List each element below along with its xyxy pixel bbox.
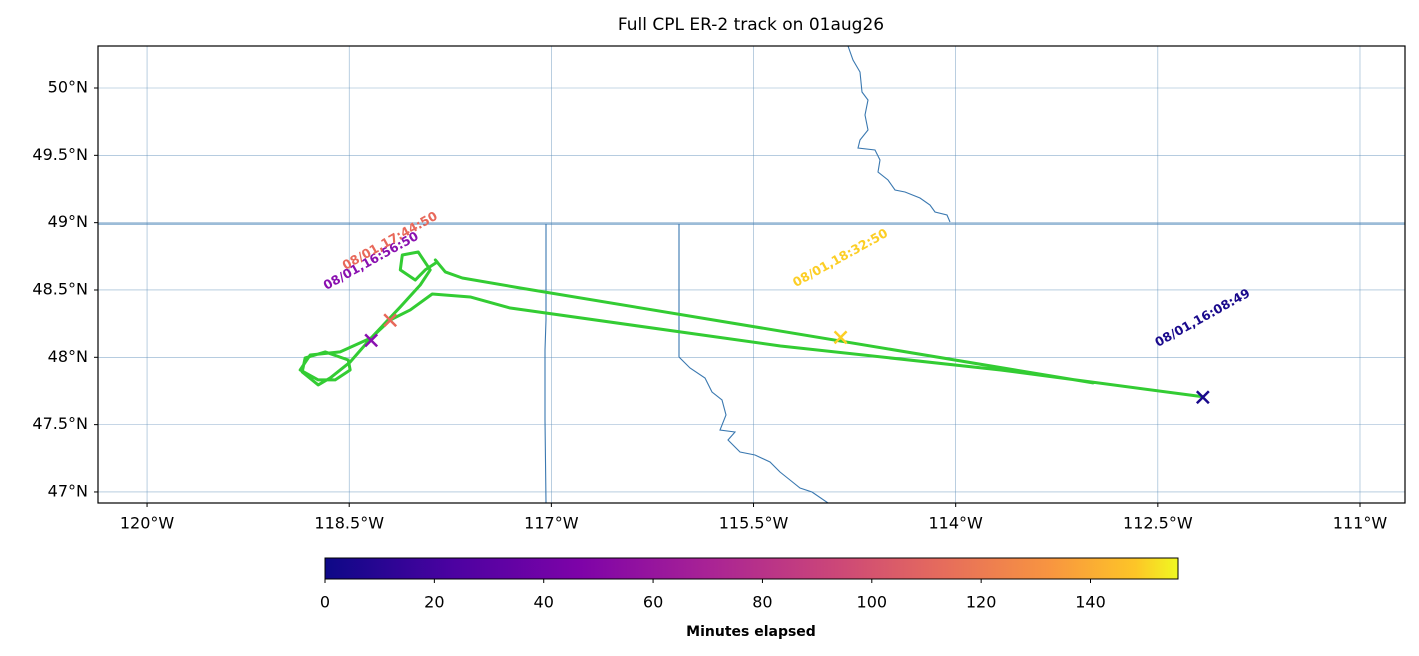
y-tick-label: 47°N [48, 481, 88, 500]
time-label: 08/01,16:08:49 [1152, 285, 1252, 350]
colorbar-tick-label: 140 [1075, 593, 1106, 612]
colorbar-tick-label: 40 [534, 593, 554, 612]
x-tick-label: 112.5°W [1123, 514, 1193, 533]
y-tick-label: 49°N [48, 212, 88, 231]
map-frame [97, 45, 1406, 504]
flight-track [298, 250, 1204, 399]
x-tick-label: 118.5°W [314, 514, 384, 533]
x-tick-label: 114°W [928, 514, 983, 533]
border [678, 224, 829, 503]
colorbar-label: Minutes elapsed [686, 624, 816, 640]
time-marker [833, 330, 848, 345]
y-tick-label: 48°N [48, 347, 88, 366]
colorbar-tick-label: 20 [424, 593, 444, 612]
y-tick-label: 48.5°N [32, 279, 88, 298]
time-marker [383, 313, 398, 328]
x-tick-label: 115.5°W [719, 514, 789, 533]
x-tick-label: 117°W [524, 514, 579, 533]
colorbar-tick-label: 120 [966, 593, 997, 612]
time-label: 08/01,18:32:50 [790, 225, 890, 290]
colorbar-tick-label: 60 [643, 593, 663, 612]
colorbar [324, 557, 1179, 580]
colorbar-tick-label: 100 [857, 593, 888, 612]
time-marker [1195, 390, 1210, 405]
x-tick-label: 111°W [1333, 514, 1388, 533]
border [544, 224, 547, 503]
colorbar-tick-label: 0 [320, 593, 330, 612]
y-tick-label: 47.5°N [32, 414, 88, 433]
chart-title: Full CPL ER-2 track on 01aug26 [618, 15, 884, 35]
grid [98, 46, 1405, 503]
colorbar-tick-label: 80 [752, 593, 772, 612]
time-marker [364, 333, 379, 348]
border [847, 46, 951, 223]
x-tick-label: 120°W [120, 514, 175, 533]
y-tick-label: 49.5°N [32, 145, 88, 164]
borders [98, 46, 1405, 503]
y-tick-label: 50°N [48, 78, 88, 97]
